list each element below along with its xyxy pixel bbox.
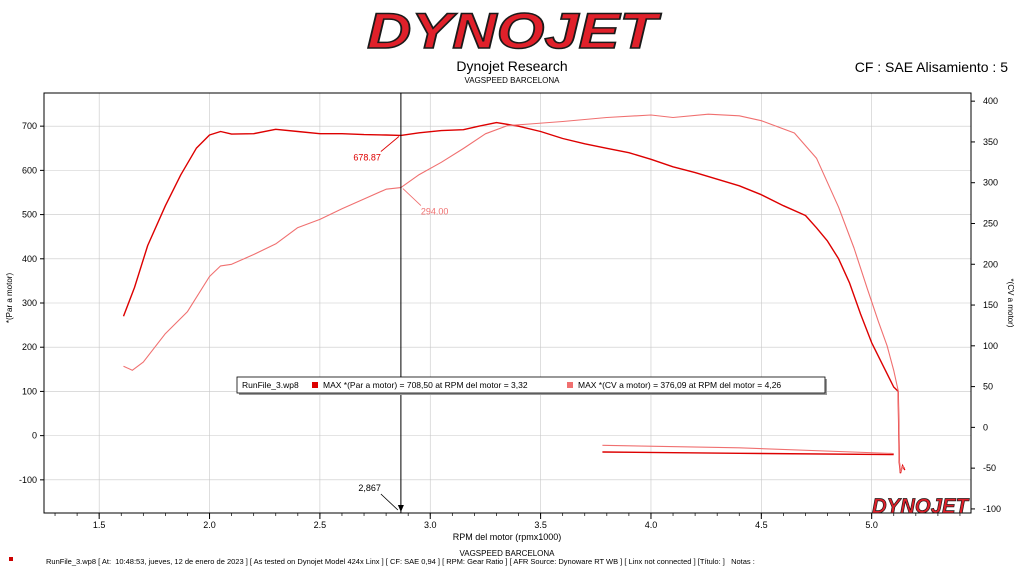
y-axis-left-label: *(Par a motor) (5, 273, 14, 324)
y-left-tick-label: 100 (22, 386, 37, 396)
cursor-x-leader (380, 493, 399, 511)
grid-lines (44, 93, 971, 513)
y-right-tick-label: 0 (983, 422, 988, 432)
y-left-tick-label: 300 (22, 298, 37, 308)
axis-ticks: 1.5 2.0 2.5 3.0 3.5 4.0 4.5 5.0 -100 0 100 200 300 40… (19, 96, 1001, 530)
legend-file-name: RunFile_3.wp8 (242, 380, 299, 390)
series-lines (122, 113, 906, 474)
y-right-tick-label: 300 (983, 178, 998, 188)
torque-decel-trace (602, 451, 894, 456)
y-left-tick-label: 600 (22, 165, 37, 175)
power-drop-tail (897, 390, 906, 473)
chart-title: Dynojet Research (456, 58, 568, 74)
y-left-tick-label: 500 (22, 210, 37, 220)
footer-run-info: RunFile_3.wp8 [ At: 10:48:53, jueves, 12… (46, 557, 755, 566)
y-axis-right-label: *(CV a motor) (1006, 279, 1015, 328)
legend-torque-text: MAX *(Par a motor) = 708,50 at RPM del m… (323, 380, 528, 390)
x-axis-sublabel: VAGSPEED BARCELONA (460, 549, 556, 558)
y-right-tick-label: 50 (983, 382, 993, 392)
y-left-tick-label: 0 (32, 431, 37, 441)
logo-text: DYNOJET (367, 6, 662, 54)
y-left-tick-label: 200 (22, 342, 37, 352)
y-left-tick-label: -100 (19, 475, 37, 485)
x-tick-label: 4.0 (645, 520, 658, 530)
y-right-tick-label: 150 (983, 300, 998, 310)
cursor-torque-value: 678.87 (353, 152, 381, 162)
cursor-power-leader (402, 188, 422, 206)
x-tick-label: 3.5 (534, 520, 547, 530)
torque-curve (122, 121, 899, 392)
cursor-torque-leader (380, 136, 400, 152)
legend-power-swatch (567, 382, 573, 388)
legend-power-text: MAX *(CV a motor) = 376,09 at RPM del mo… (578, 380, 781, 390)
y-right-tick-label: 250 (983, 218, 998, 228)
legend: RunFile_3.wp8 MAX *(Par a motor) = 708,50… (236, 376, 827, 395)
corner-logo: DYNOJET (872, 495, 971, 519)
y-right-tick-label: 200 (983, 259, 998, 269)
x-tick-label: 4.5 (755, 520, 768, 530)
power-curve (123, 113, 899, 391)
x-axis-label: RPM del motor (rpmx1000) (453, 532, 562, 542)
y-right-tick-label: -50 (983, 463, 996, 473)
dynojet-logo: DYNOJET (366, 6, 663, 54)
legend-box (236, 376, 826, 394)
y-left-tick-label: 400 (22, 254, 37, 264)
legend-torque-swatch (312, 382, 318, 388)
y-right-tick-label: -100 (983, 504, 1001, 514)
power-decel-trace (602, 444, 894, 455)
x-tick-label: 2.0 (203, 520, 216, 530)
y-right-tick-label: 400 (983, 96, 998, 106)
cursor-x-value: 2,867 (358, 483, 381, 493)
y-right-tick-label: 100 (983, 341, 998, 351)
cursor-power-value: 294.00 (421, 207, 449, 217)
correction-factor-label: CF : SAE Alisamiento : 5 (854, 59, 1008, 75)
chart-subtitle: VAGSPEED BARCELONA (464, 76, 560, 85)
x-tick-label: 5.0 (865, 520, 878, 530)
cursor-arrow-marker (397, 505, 404, 512)
y-left-tick-label: 700 (22, 121, 37, 131)
x-tick-label: 2.5 (314, 520, 327, 530)
x-tick-label: 3.0 (424, 520, 437, 530)
y-right-tick-label: 350 (983, 137, 998, 147)
x-tick-label: 1.5 (93, 520, 106, 530)
cursor: 2,867 678.87 294.00 (353, 93, 448, 513)
footer-run-marker (9, 557, 13, 561)
corner-logo-text: DYNOJET (872, 495, 970, 518)
